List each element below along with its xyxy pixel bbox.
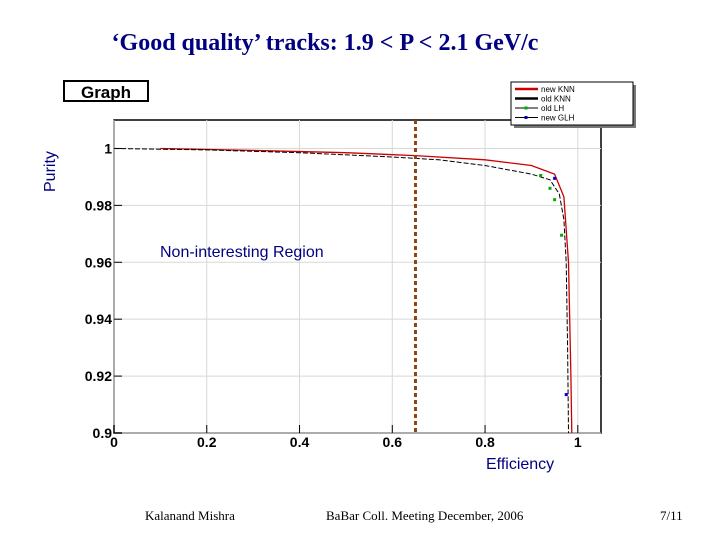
x-tick-label: 0.8 [475, 434, 495, 450]
x-tick-label: 0.2 [197, 434, 217, 450]
y-tick-label: 1 [104, 140, 112, 156]
x-tick-label: 0 [110, 434, 118, 450]
y-tick-label: 0.92 [85, 368, 112, 384]
legend-label: new GLH [541, 114, 575, 123]
data-point [560, 233, 564, 237]
legend-label: new KNN [541, 85, 575, 94]
y-tick-label: 0.94 [85, 311, 112, 327]
x-tick-label: 1 [574, 434, 582, 450]
axis-ticks: 0 0.2 0.4 0.6 0.8 1 0.9 0.92 0.94 0.96 0.98 1 [85, 140, 582, 450]
legend-marker [524, 106, 528, 110]
y-tick-label: 0.9 [93, 425, 113, 441]
points-layer [539, 173, 568, 397]
y-tick-label: 0.96 [85, 254, 112, 270]
plot-frame [113, 119, 602, 434]
data-point [548, 186, 552, 190]
legend-marker [524, 116, 528, 119]
data-point [553, 198, 557, 202]
data-point [564, 393, 568, 397]
x-axis-label: Efficiency [486, 456, 555, 473]
legend-label: old KNN [541, 95, 571, 104]
graph-title-box [63, 80, 149, 102]
footer-page-number: 7/11 [660, 508, 683, 523]
legend-label: old LH [541, 104, 564, 113]
series-line-0 [160, 147, 573, 434]
x-tick-label: 0.6 [383, 434, 403, 450]
series-layer [113, 147, 573, 434]
grid [113, 120, 601, 434]
footer-meeting: BaBar Coll. Meeting December, 2006 [326, 508, 524, 523]
x-tick-label: 0.4 [290, 434, 310, 450]
non-interesting-region-label: Non-interesting Region [160, 244, 324, 261]
footer-author: Kalanand Mishra [145, 508, 235, 523]
data-point [539, 173, 543, 177]
data-point [553, 176, 557, 180]
y-axis-label: Purity [42, 151, 59, 192]
slide-title: ‘Good quality’ tracks: 1.9 < P < 2.1 GeV… [111, 30, 539, 56]
y-tick-label: 0.98 [85, 197, 112, 213]
graph-title: Graph [81, 83, 131, 102]
series-line-1 [113, 148, 569, 434]
